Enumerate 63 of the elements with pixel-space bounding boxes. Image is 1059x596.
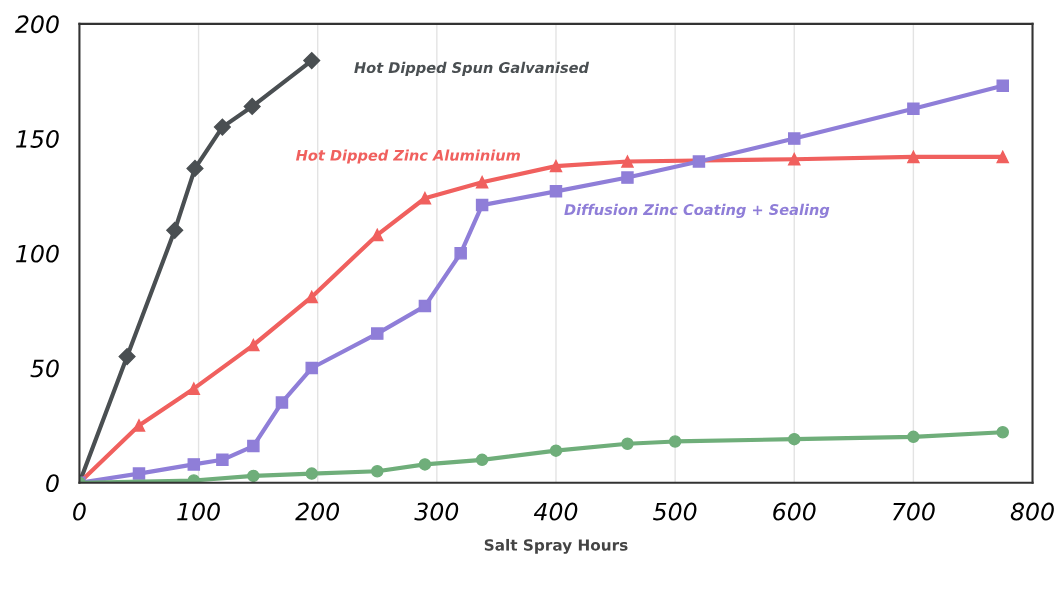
point xyxy=(475,175,489,189)
x-tick-label: 400 xyxy=(533,502,578,521)
point xyxy=(549,185,563,198)
y-tick-label: 150 xyxy=(16,130,59,148)
point xyxy=(907,150,920,164)
point xyxy=(907,102,920,115)
point xyxy=(247,439,260,453)
point xyxy=(371,465,384,478)
x-tick-label: 800 xyxy=(1010,502,1054,521)
point xyxy=(247,338,260,352)
point xyxy=(118,348,136,366)
point xyxy=(549,444,563,457)
point xyxy=(418,191,432,205)
point xyxy=(996,150,1009,164)
point xyxy=(305,290,318,304)
x-tick-label: 200 xyxy=(295,502,340,521)
y-tick-label: 50 xyxy=(30,359,59,378)
point xyxy=(418,299,432,313)
point xyxy=(549,159,563,173)
point xyxy=(132,419,146,432)
point xyxy=(187,458,201,471)
point xyxy=(275,396,289,409)
point xyxy=(692,155,706,168)
point xyxy=(187,382,201,395)
point xyxy=(475,453,489,467)
series-label: Hot Dipped Zinc Aluminium xyxy=(295,149,520,164)
x-tick-label: 100 xyxy=(177,502,220,521)
point xyxy=(305,361,318,375)
point xyxy=(371,327,384,340)
point xyxy=(787,152,801,166)
y-tick-label: 100 xyxy=(16,244,59,263)
series-label: Diffusion Zinc Coating + Sealing xyxy=(564,203,830,219)
y-tick-label: 0 xyxy=(46,474,59,493)
point xyxy=(996,426,1009,439)
point xyxy=(418,458,432,471)
point xyxy=(371,228,384,242)
point xyxy=(213,118,231,136)
point xyxy=(621,155,634,168)
point xyxy=(996,79,1009,93)
point xyxy=(305,467,318,480)
point xyxy=(475,198,489,212)
point xyxy=(166,221,184,239)
point xyxy=(132,467,146,480)
x-tick-label: 500 xyxy=(653,502,697,521)
y-tick-label: 200 xyxy=(15,15,59,34)
point xyxy=(454,247,467,260)
x-tick-label: 300 xyxy=(414,502,459,521)
point xyxy=(621,171,634,184)
x-tick-label: 600 xyxy=(773,502,816,521)
point xyxy=(787,132,801,145)
point xyxy=(243,97,261,115)
point xyxy=(247,469,260,483)
text: Hot Dipped Spun Galvanised xyxy=(354,61,590,76)
point xyxy=(303,52,321,70)
x-tick-label: 0 xyxy=(73,502,86,521)
point xyxy=(216,453,229,467)
x-tick-label: 700 xyxy=(893,502,935,521)
point xyxy=(621,437,634,451)
point xyxy=(907,430,920,444)
point xyxy=(668,435,682,448)
point xyxy=(186,159,204,177)
x-axis-title: Salt Spray Hours xyxy=(484,538,628,554)
point xyxy=(787,432,801,446)
